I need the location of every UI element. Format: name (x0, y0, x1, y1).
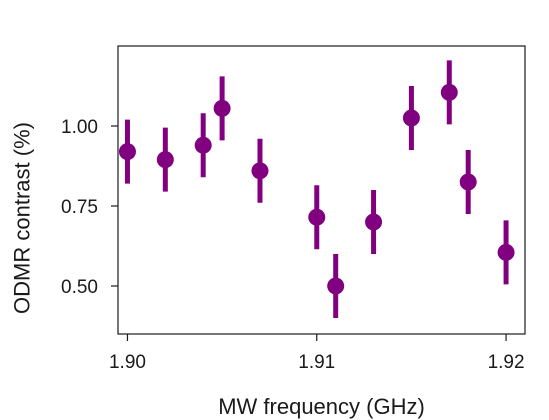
data-point (194, 136, 212, 154)
data-marks (118, 60, 515, 318)
x-axis-label: MW frequency (GHz) (218, 394, 425, 419)
y-tick-label: 0.50 (61, 277, 98, 298)
x-tick-label: 1.90 (109, 352, 146, 373)
data-point (308, 208, 326, 226)
y-axis-label: ODMR contrast (%) (10, 122, 35, 314)
plot-frame (117, 45, 526, 335)
data-point (213, 99, 231, 117)
data-point (156, 151, 174, 169)
y-tick-label: 1.00 (61, 117, 98, 138)
data-point (118, 143, 136, 161)
data-point (440, 83, 458, 101)
axes: 1.90 1.91 1.92 0.50 0.75 1.00 (61, 117, 525, 373)
data-point (327, 277, 345, 295)
data-point (402, 109, 420, 127)
data-point (497, 243, 515, 261)
x-tick-label: 1.92 (488, 352, 525, 373)
data-point (365, 213, 383, 231)
data-point (251, 162, 269, 180)
y-tick-label: 0.75 (61, 197, 98, 218)
data-point (459, 173, 477, 191)
x-tick-label: 1.91 (298, 352, 335, 373)
